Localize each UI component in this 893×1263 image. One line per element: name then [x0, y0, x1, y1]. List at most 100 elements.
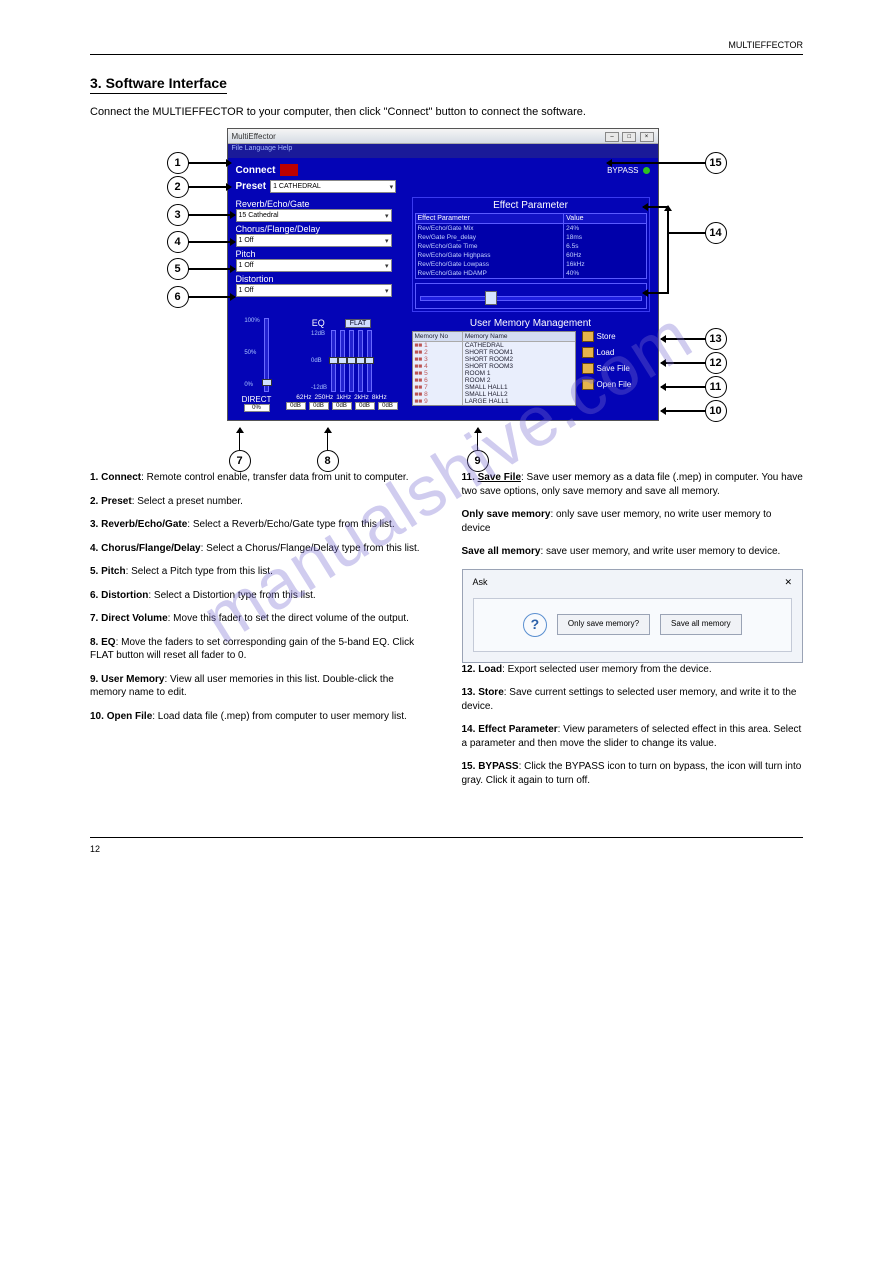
umm-buttons: Store Load Save File Open File [582, 331, 650, 406]
distortion-label: Distortion [236, 274, 406, 284]
arrow-4 [187, 241, 235, 243]
umm-row[interactable]: ■■ 2SHORT ROOM1 [413, 349, 575, 356]
chorus-label: Chorus/Flange/Delay [236, 224, 406, 234]
umm-row[interactable]: ■■ 5ROOM 1 [413, 370, 575, 377]
close-button[interactable]: × [640, 132, 654, 142]
defs-right-pre: 11. Save File: Save user memory as a dat… [462, 471, 804, 559]
store-button[interactable]: Store [582, 331, 650, 342]
bottom-rule [90, 837, 803, 838]
umm-rows: ■■ 1CATHEDRAL■■ 2SHORT ROOM1■■ 3SHORT RO… [413, 342, 575, 405]
callout-4: 4 [167, 231, 189, 253]
save-icon [582, 331, 594, 342]
menubar[interactable]: File Language Help [228, 144, 658, 158]
umm-title: User Memory Management [412, 318, 650, 329]
umm-head: Memory No Memory Name [413, 332, 575, 342]
left-column: Reverb/Echo/Gate 15 Cathedral▾ Chorus/Fl… [236, 197, 406, 312]
distortion-select[interactable]: 1 Off▾ [236, 284, 392, 297]
param-slider[interactable] [415, 283, 647, 309]
arrow-3 [187, 214, 235, 216]
save-all-button[interactable]: Save all memory [660, 614, 742, 635]
flat-button[interactable]: FLAT [345, 319, 372, 328]
direct-scale: 100% 50% 0% [244, 318, 259, 388]
effect-row[interactable]: Rev/Echo/Gate Lowpass16kHz [416, 260, 646, 269]
open-icon [582, 379, 594, 390]
chevron-down-icon: ▾ [385, 287, 389, 295]
only-save-button[interactable]: Only save memory? [557, 614, 650, 635]
connect-button[interactable]: Connect [236, 165, 276, 176]
umm-row[interactable]: ■■ 6ROOM 2 [413, 377, 575, 384]
arrow-14v [667, 206, 669, 294]
umm-row[interactable]: ■■ 7SMALL HALL1 [413, 384, 575, 391]
umm-row[interactable]: ■■ 9LARGE HALL1 [413, 398, 575, 405]
bypass-button[interactable] [643, 167, 650, 174]
effect-row[interactable]: Rev/Echo/Gate Mix24% [416, 224, 646, 233]
load-button[interactable]: Load [582, 347, 650, 358]
direct-readout: 0% [244, 404, 270, 412]
effect-row[interactable]: Rev/Echo/Gate Highpass60Hz [416, 251, 646, 260]
slider-thumb[interactable] [347, 357, 356, 364]
callout-8: 8 [317, 450, 339, 472]
chorus-select[interactable]: 1 Off▾ [236, 234, 392, 247]
definition: 10. Open File: Load data file (.mep) fro… [90, 710, 432, 724]
effect-grid-body: Rev/Echo/Gate Mix24%Rev/Gate Pre_delay18… [415, 224, 647, 279]
arrow-12 [661, 362, 707, 364]
eq-slider[interactable] [340, 330, 345, 392]
callout-5: 5 [167, 258, 189, 280]
direct-slider[interactable] [264, 318, 269, 392]
preset-label: Preset [236, 181, 267, 192]
defs-right-post: 12. Load: Export selected user memory fr… [462, 663, 804, 788]
save-file-button[interactable]: Save File [582, 363, 650, 374]
user-memory-panel: User Memory Management Memory No Memory … [412, 318, 650, 412]
max-button[interactable]: □ [622, 132, 636, 142]
arrow-11 [661, 386, 707, 388]
umm-row[interactable]: ■■ 8SMALL HALL2 [413, 391, 575, 398]
preset-select[interactable]: 1 CATHEDRAL▾ [270, 180, 396, 193]
umm-row[interactable]: ■■ 3SHORT ROOM2 [413, 356, 575, 363]
umm-row[interactable]: ■■ 1CATHEDRAL [413, 342, 575, 349]
arrow-14h [667, 232, 707, 234]
slider-thumb[interactable] [485, 291, 497, 305]
slider-thumb[interactable] [365, 357, 374, 364]
definition: 4. Chorus/Flange/Delay: Select a Chorus/… [90, 542, 432, 556]
effect-row[interactable]: Rev/Echo/Gate HDAMP40% [416, 269, 646, 278]
callout-10: 10 [705, 400, 727, 422]
definition: 1. Connect: Remote control enable, trans… [90, 471, 432, 485]
definition: 9. User Memory: View all user memories i… [90, 673, 432, 700]
slider-thumb[interactable] [356, 357, 365, 364]
eq-slider[interactable] [349, 330, 354, 392]
definition: 3. Reverb/Echo/Gate: Select a Reverb/Ech… [90, 518, 432, 532]
reverb-select[interactable]: 15 Cathedral▾ [236, 209, 392, 222]
eq-readouts: 0dB0dB0dB0dB0dB [278, 402, 406, 410]
eq-slider[interactable] [358, 330, 363, 392]
arrow-13 [661, 338, 707, 340]
slider-thumb[interactable] [329, 357, 338, 364]
callout-2: 2 [167, 176, 189, 198]
definition: Save all memory: save user memory, and w… [462, 545, 804, 559]
eq-freq-labels: 62Hz250Hz1kHz2kHz8kHz [278, 394, 406, 401]
chevron-down-icon: ▾ [385, 237, 389, 245]
eq-slider[interactable] [367, 330, 372, 392]
arrow-6 [187, 296, 235, 298]
question-icon: ? [523, 613, 547, 637]
definition: 6. Distortion: Select a Distortion type … [90, 589, 432, 603]
page-header: MULTIEFFECTOR [90, 40, 803, 50]
slider-thumb[interactable] [338, 357, 347, 364]
definition: 8. EQ: Move the faders to set correspond… [90, 636, 432, 663]
min-button[interactable]: – [605, 132, 619, 142]
disk-icon [582, 363, 594, 374]
slider-thumb[interactable] [262, 379, 272, 386]
eq-slider[interactable] [331, 330, 336, 392]
connection-icon [280, 164, 298, 176]
pitch-select[interactable]: 1 Off▾ [236, 259, 392, 272]
chevron-down-icon: ▾ [385, 262, 389, 270]
effect-row[interactable]: Rev/Gate Pre_delay18ms [416, 233, 646, 242]
chevron-down-icon: ▾ [390, 183, 394, 191]
umm-row[interactable]: ■■ 4SHORT ROOM3 [413, 363, 575, 370]
callout-13: 13 [705, 328, 727, 350]
definition: 5. Pitch: Select a Pitch type from this … [90, 565, 432, 579]
umm-list[interactable]: Memory No Memory Name ■■ 1CATHEDRAL■■ 2S… [412, 331, 576, 406]
callout-14: 14 [705, 222, 727, 244]
open-file-button[interactable]: Open File [582, 379, 650, 390]
effect-row[interactable]: Rev/Echo/Gate Time6.5s [416, 242, 646, 251]
close-icon[interactable]: ✕ [784, 576, 792, 588]
